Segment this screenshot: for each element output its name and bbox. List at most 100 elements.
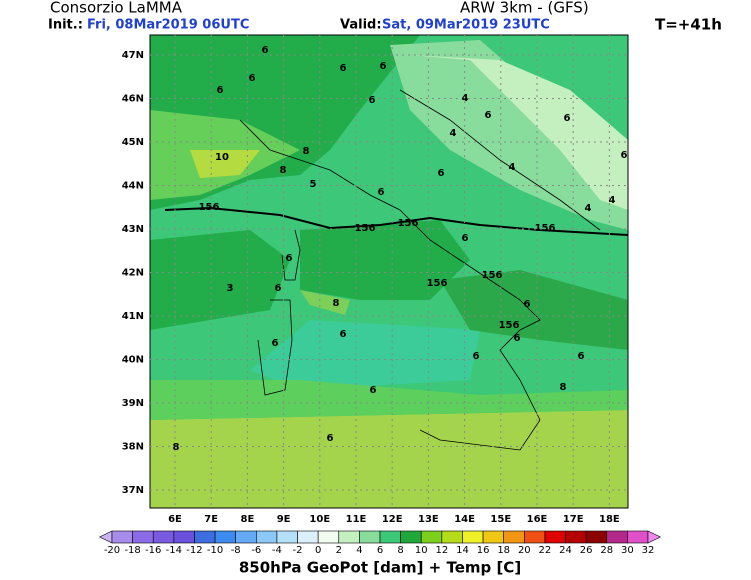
contour-label: 4 [450, 128, 457, 139]
contour-label: 6 [249, 73, 256, 84]
lon-label: 10E [309, 514, 330, 525]
colorbar-label: -16 [145, 545, 161, 556]
contour-label: 156 [355, 223, 376, 234]
contour-label: 6 [262, 45, 269, 56]
colorbar-label: 12 [435, 545, 448, 556]
lon-label: 16E [527, 514, 548, 525]
valid-time: Sat, 09Mar2019 23UTC [382, 18, 550, 33]
lon-label: 7E [204, 514, 218, 525]
map-field [149, 34, 629, 509]
lon-label: 14E [454, 514, 475, 525]
contour-label: 8 [173, 442, 180, 453]
colorbar-box [441, 530, 463, 544]
lon-label: 13E [418, 514, 439, 525]
colorbar-box [379, 530, 401, 544]
lat-label: 46N [122, 94, 144, 105]
contour-label: 6 [327, 433, 334, 444]
contour-label: 6 [462, 233, 469, 244]
lat-label: 43N [122, 224, 144, 235]
contour-label: 6 [564, 113, 571, 124]
model-title: ARW 3km - (GFS) [460, 0, 589, 17]
lat-label: 41N [122, 311, 144, 322]
colorbar-box [585, 530, 608, 544]
contour-label: 8 [333, 298, 340, 309]
lat-label: 44N [122, 181, 144, 192]
contour-label: 6 [621, 150, 628, 161]
lon-label: 15E [490, 514, 511, 525]
contour-label: 6 [340, 63, 347, 74]
colorbar-box [338, 530, 360, 544]
contour-label: 6 [286, 253, 293, 264]
lat-label: 47N [122, 50, 144, 61]
lon-label: 12E [382, 514, 403, 525]
colorbar-box [544, 530, 566, 544]
colorbar-label: -14 [166, 545, 182, 556]
colorbar-label: 30 [621, 545, 634, 556]
contour-label: 6 [370, 385, 377, 396]
lon-label: 6E [168, 514, 182, 525]
contour-label: 156 [482, 270, 503, 281]
colorbar-label: 10 [415, 545, 428, 556]
colorbar-label: -20 [104, 545, 120, 556]
colorbar-box [317, 530, 340, 544]
colorbar-box [606, 530, 628, 544]
colorbar-box [132, 530, 154, 544]
colorbar-box [462, 530, 484, 544]
contour-label: 3 [227, 283, 234, 294]
colorbar-box [214, 530, 236, 544]
colorbar-box [400, 530, 422, 544]
colorbar-end [647, 530, 662, 544]
contour-label: 156 [398, 218, 419, 229]
contour-label: 6 [514, 333, 521, 344]
contour-label: 5 [310, 179, 317, 190]
colorbar-label: -10 [207, 545, 223, 556]
colorbar-box [152, 530, 175, 544]
org-title: Consorzio LaMMA [50, 0, 183, 17]
contour-label: 6 [378, 187, 385, 198]
colorbar-label: 26 [580, 545, 593, 556]
colorbar-box [524, 530, 546, 544]
colorbar-box [276, 530, 298, 544]
contour-label: 156 [199, 202, 220, 213]
colorbar-label: 14 [456, 545, 469, 556]
lon-label: 18E [599, 514, 620, 525]
lon-label: 9E [277, 514, 291, 525]
colorbar-end [98, 530, 113, 544]
colorbar-label: 4 [356, 545, 362, 556]
colorbar-label: 6 [377, 545, 383, 556]
lon-label: 11E [346, 514, 367, 525]
valid-label: Valid: [340, 18, 382, 33]
contour-label: 156 [427, 278, 448, 289]
colorbar-label: 2 [336, 545, 342, 556]
contour-label: 4 [585, 203, 592, 214]
contour-label: 8 [303, 146, 310, 157]
lat-label: 38N [122, 442, 144, 453]
lat-label: 37N [122, 485, 144, 496]
contour-labels: 6 6 6 6 6 6 4 6 6 4 6 10 8 8 5 6 4 6 4 4 156 156 156 6 156 6 156 15… [173, 45, 628, 453]
lon-label: 8E [241, 514, 255, 525]
contour-label: 4 [609, 195, 616, 206]
colorbar-label: 20 [518, 545, 531, 556]
contour-label: 6 [272, 338, 279, 349]
contour-label: 6 [438, 168, 445, 179]
contour-label: 4 [509, 162, 516, 173]
lon-label: 17E [563, 514, 584, 525]
colorbar-box [256, 530, 278, 544]
contour-label: 10 [215, 152, 229, 163]
colorbar-label: -2 [293, 545, 303, 556]
contour-label: 6 [217, 85, 224, 96]
contour-label: 6 [340, 329, 347, 340]
colorbar-label: 18 [497, 545, 510, 556]
colorbar-label: -8 [231, 545, 241, 556]
colorbar-box [297, 530, 319, 544]
colorbar-box [359, 530, 381, 544]
contour-label: 6 [380, 61, 387, 72]
init-label: Init.: [48, 18, 83, 33]
colorbar-label: 22 [539, 545, 552, 556]
contour-label: 8 [560, 382, 567, 393]
lat-label: 39N [122, 398, 144, 409]
colorbar-box [194, 530, 216, 544]
lat-label: 45N [122, 137, 144, 148]
colorbar-label: -4 [272, 545, 282, 556]
contour-label: 156 [535, 223, 556, 234]
